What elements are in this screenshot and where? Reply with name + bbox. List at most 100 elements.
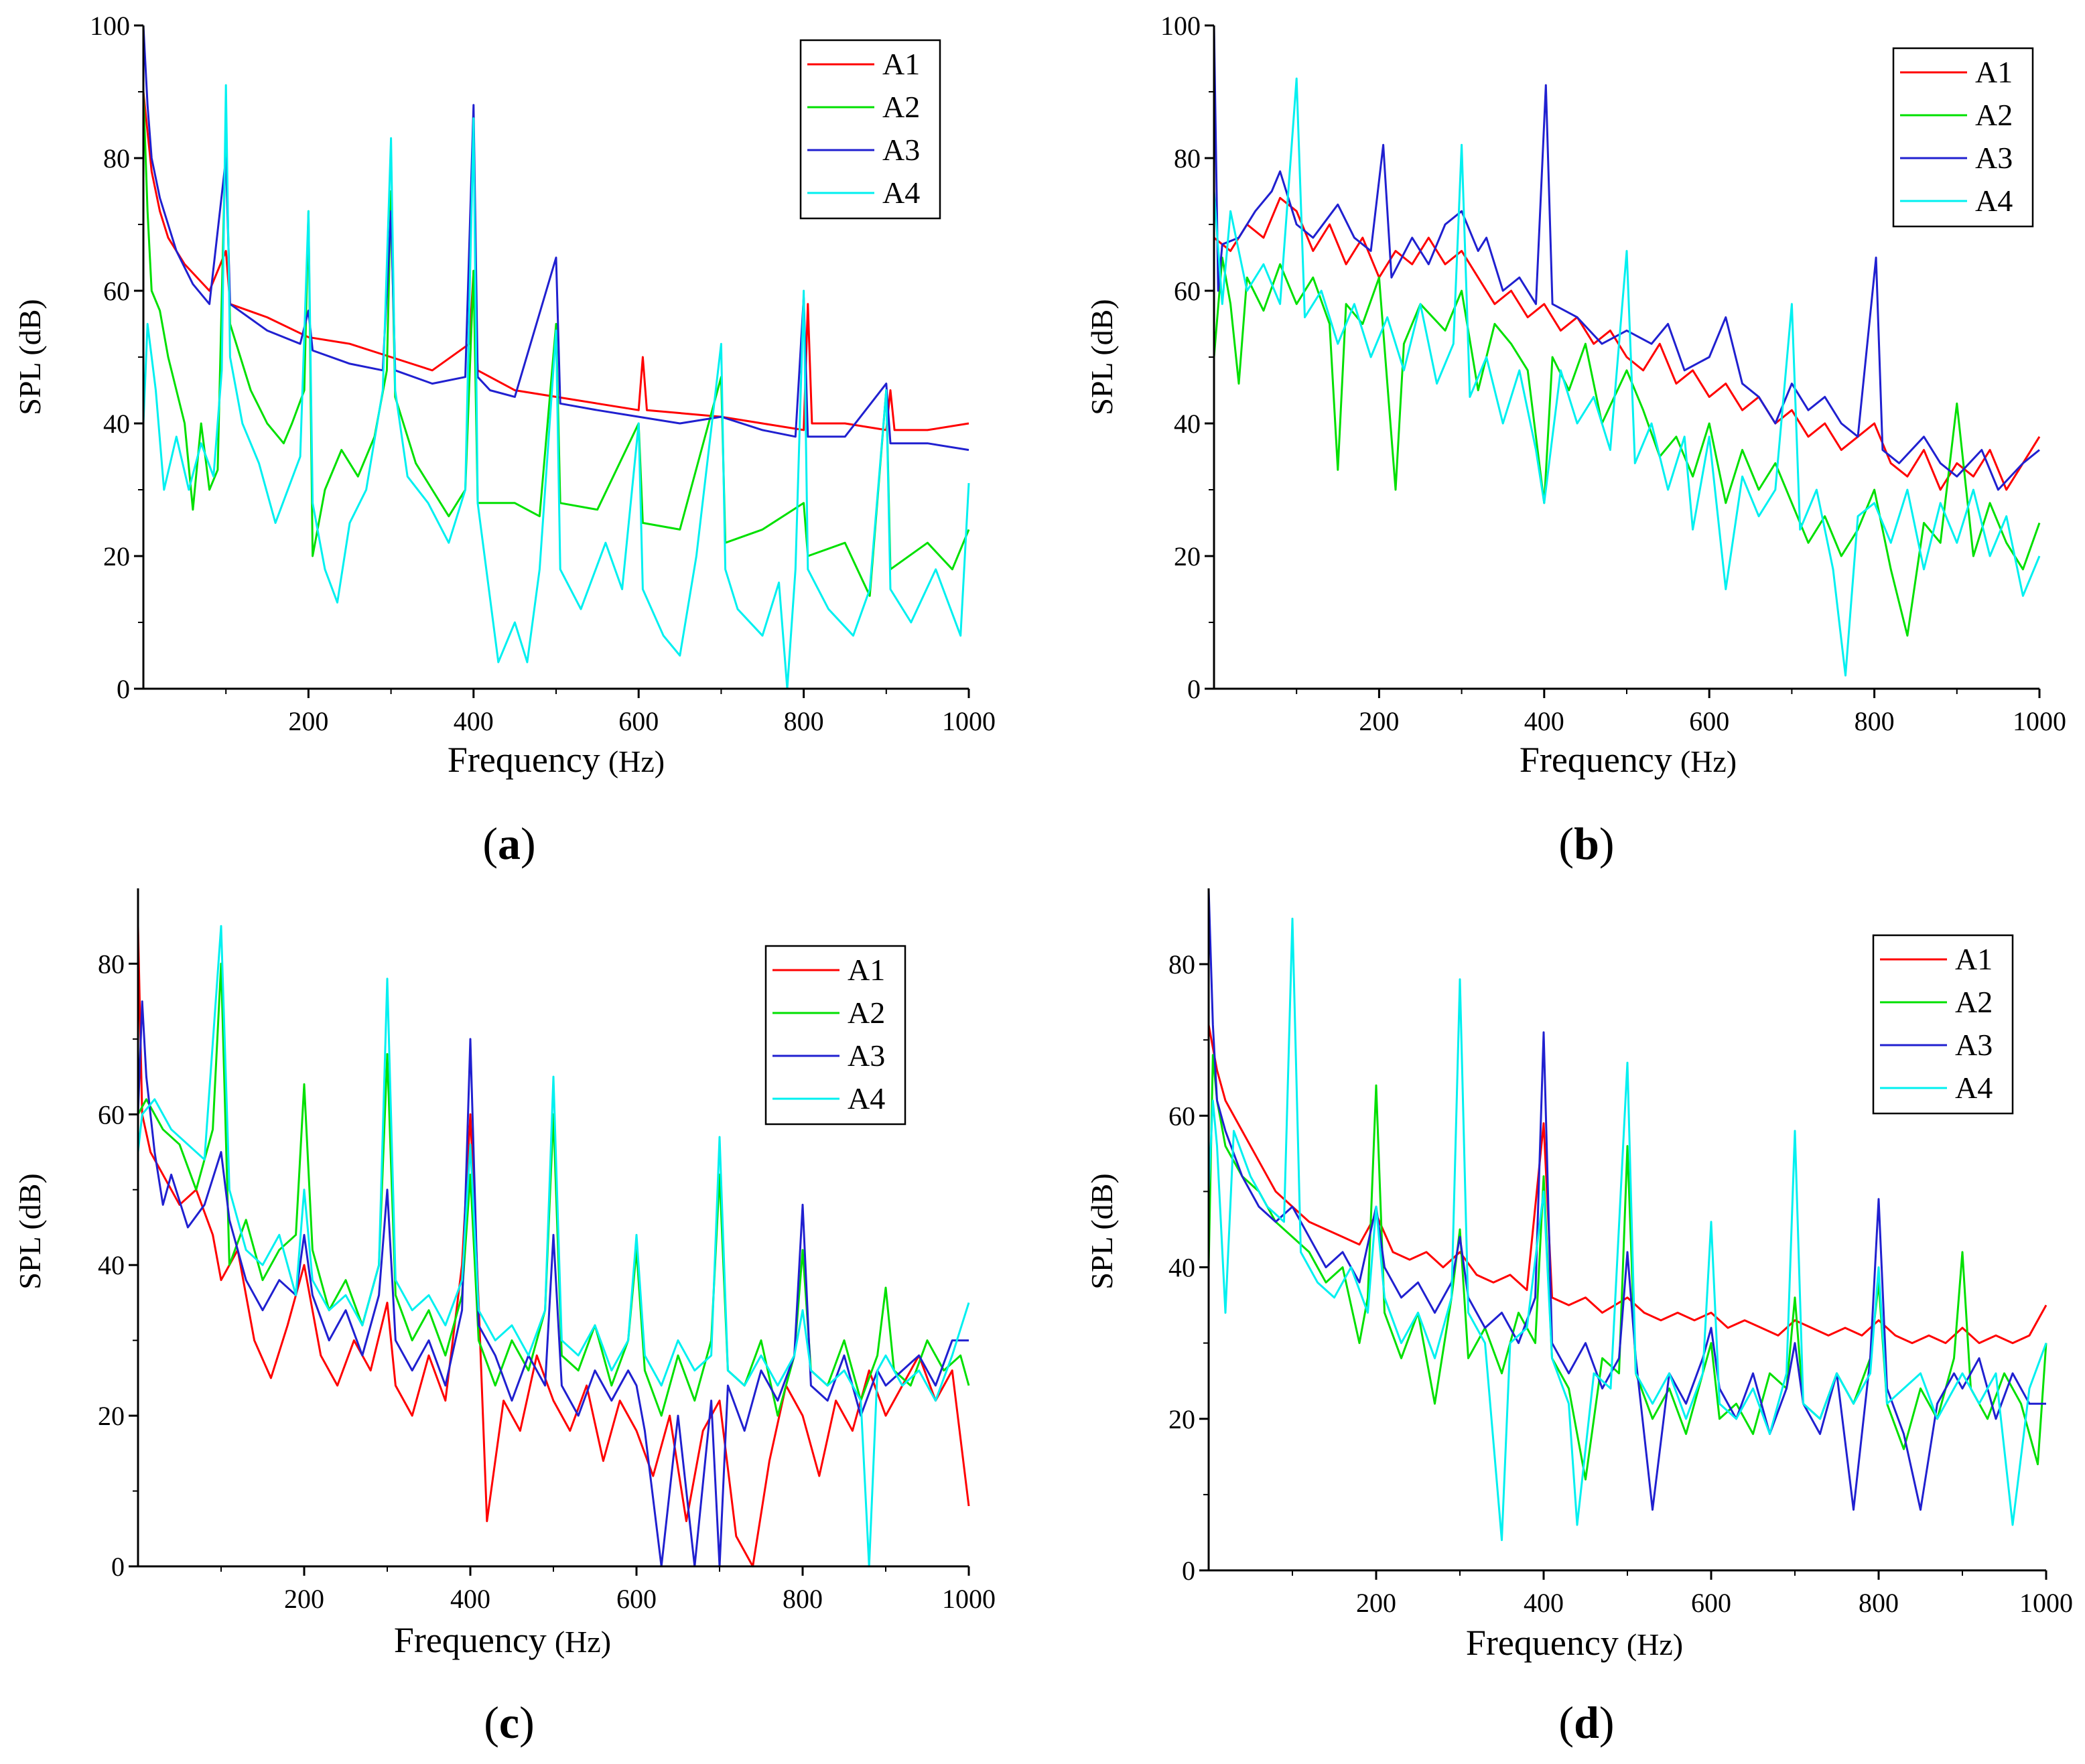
panel-caption: (d) [1558,1697,1614,1748]
panel-a: 200 400 600 800 1000 0 20 40 60 80 100 A1 A2 A3 A4 SP… [13,11,996,869]
y-tick-label: 0 [1182,1556,1195,1586]
plot-area: 200 400 600 800 1000 0 20 40 60 80 100 [1160,11,2066,736]
series-line-a3 [1213,25,2040,491]
x-tick-label: 800 [784,706,824,736]
y-tick-label: 60 [1174,276,1201,306]
panel-c: 200 400 600 800 1000 0 20 40 60 80 A1 A2 A3 A4 SPL (… [13,888,996,1748]
series-line-a4 [1213,77,2041,677]
legend-label-a4: A4 [848,1081,885,1115]
y-axis-label: SPL (dB) [13,299,47,415]
panel-caption: (c) [484,1697,535,1748]
x-tick-label: 200 [1359,706,1399,736]
x-tick-label: 1000 [2013,706,2066,736]
y-tick-label: 20 [1174,541,1201,571]
legend-label-a4: A4 [1955,1071,1993,1105]
series-line-a2 [1213,257,2041,637]
series-line-a2 [142,91,970,597]
x-tick-label: 1000 [942,706,996,736]
y-tick-label: 20 [98,1401,125,1431]
y-tick-label: 100 [90,11,130,41]
x-tick-label: 600 [616,1584,657,1614]
x-axis-label: Frequency (Hz) [448,740,665,780]
legend-label-a1: A1 [1955,942,1993,976]
y-tick-label: 60 [1168,1101,1195,1131]
legend-label-a2: A2 [1975,98,2013,132]
series-line-a4 [142,84,970,690]
panel-b: 200 400 600 800 1000 0 20 40 60 80 100 A1 A2 A3 A4 SP… [1085,11,2066,869]
y-tick-label: 20 [1168,1404,1195,1434]
x-tick-label: 400 [1524,706,1564,736]
series-line-a1 [137,926,970,1568]
legend-label-a3: A3 [848,1038,885,1073]
legend-box [764,945,906,1126]
panel-caption: (a) [482,818,535,869]
series-line-a3 [1207,888,2046,1511]
plot-area: 200 400 600 800 1000 0 20 40 60 80 [1168,888,2073,1618]
y-tick-label: 60 [98,1099,125,1130]
plot-area: 200 400 600 800 1000 0 20 40 60 80 [98,925,996,1614]
legend-label-a4: A4 [882,176,920,210]
x-tick-label: 200 [1356,1588,1396,1618]
y-tick-label: 20 [103,541,130,571]
legend-box [1892,47,2034,228]
legend-label-a1: A1 [882,47,920,81]
y-tick-label: 40 [103,409,130,439]
x-tick-label: 800 [1859,1588,1899,1618]
x-tick-label: 400 [454,706,494,736]
legend-label-a2: A2 [882,90,920,124]
panel-d: 200 400 600 800 1000 0 20 40 60 80 A1 A2 A3 A4 SPL (… [1085,888,2073,1748]
legend-box [1872,934,2014,1115]
legend-label-a1: A1 [1975,55,2013,89]
y-tick-label: 80 [103,143,130,174]
legend-label-a2: A2 [1955,985,1993,1019]
x-tick-label: 800 [783,1584,823,1614]
y-tick-label: 80 [1168,949,1195,979]
x-axis-label: Frequency (Hz) [1520,740,1737,780]
y-tick-label: 100 [1160,11,1201,41]
x-axis-label: Frequency (Hz) [394,1620,611,1660]
y-axis-label: SPL (dB) [13,1173,47,1289]
x-tick-label: 600 [618,706,659,736]
legend-label-a2: A2 [848,996,885,1030]
legend: A1 A2 A3 A4 [1872,934,2014,1115]
x-tick-label: 800 [1855,706,1895,736]
legend-label-a1: A1 [848,953,885,987]
y-tick-label: 0 [111,1552,125,1582]
series-line-a1 [142,91,969,431]
series-group [1213,25,2041,677]
y-axis-label: SPL (dB) [1085,1173,1119,1289]
x-tick-label: 200 [288,706,328,736]
legend: A1 A2 A3 A4 [799,39,941,220]
x-tick-label: 400 [450,1584,490,1614]
x-tick-label: 1000 [2019,1588,2073,1618]
y-tick-label: 0 [117,674,130,704]
x-tick-label: 600 [1689,706,1729,736]
y-tick-label: 40 [1174,409,1201,439]
legend-label-a3: A3 [1975,141,2013,175]
tick-group: 200 400 600 800 1000 0 20 40 60 80 100 [90,11,996,736]
y-tick-label: 60 [103,276,130,306]
legend-box [799,39,941,220]
series-group [1207,888,2047,1542]
y-tick-label: 80 [98,949,125,979]
legend-label-a3: A3 [1955,1028,1993,1062]
x-tick-label: 200 [284,1584,324,1614]
series-line-a4 [137,925,970,1568]
legend-label-a3: A3 [882,133,920,167]
y-tick-label: 40 [1168,1253,1195,1283]
legend: A1 A2 A3 A4 [1892,47,2034,228]
x-tick-label: 400 [1524,1588,1564,1618]
legend: A1 A2 A3 A4 [764,945,906,1126]
y-tick-label: 40 [98,1250,125,1280]
x-tick-label: 1000 [942,1584,996,1614]
series-line-a1 [1213,196,2041,491]
series-line-a2 [1207,1054,2047,1481]
legend-label-a4: A4 [1975,184,2013,218]
tick-group: 200 400 600 800 1000 0 20 40 60 80 [1168,949,2073,1618]
y-tick-label: 0 [1187,674,1201,704]
x-axis-label: Frequency (Hz) [1466,1623,1683,1663]
tick-group: 200 400 600 800 1000 0 20 40 60 80 [98,949,996,1614]
plot-area: 200 400 600 800 1000 0 20 40 60 80 100 [90,11,996,736]
